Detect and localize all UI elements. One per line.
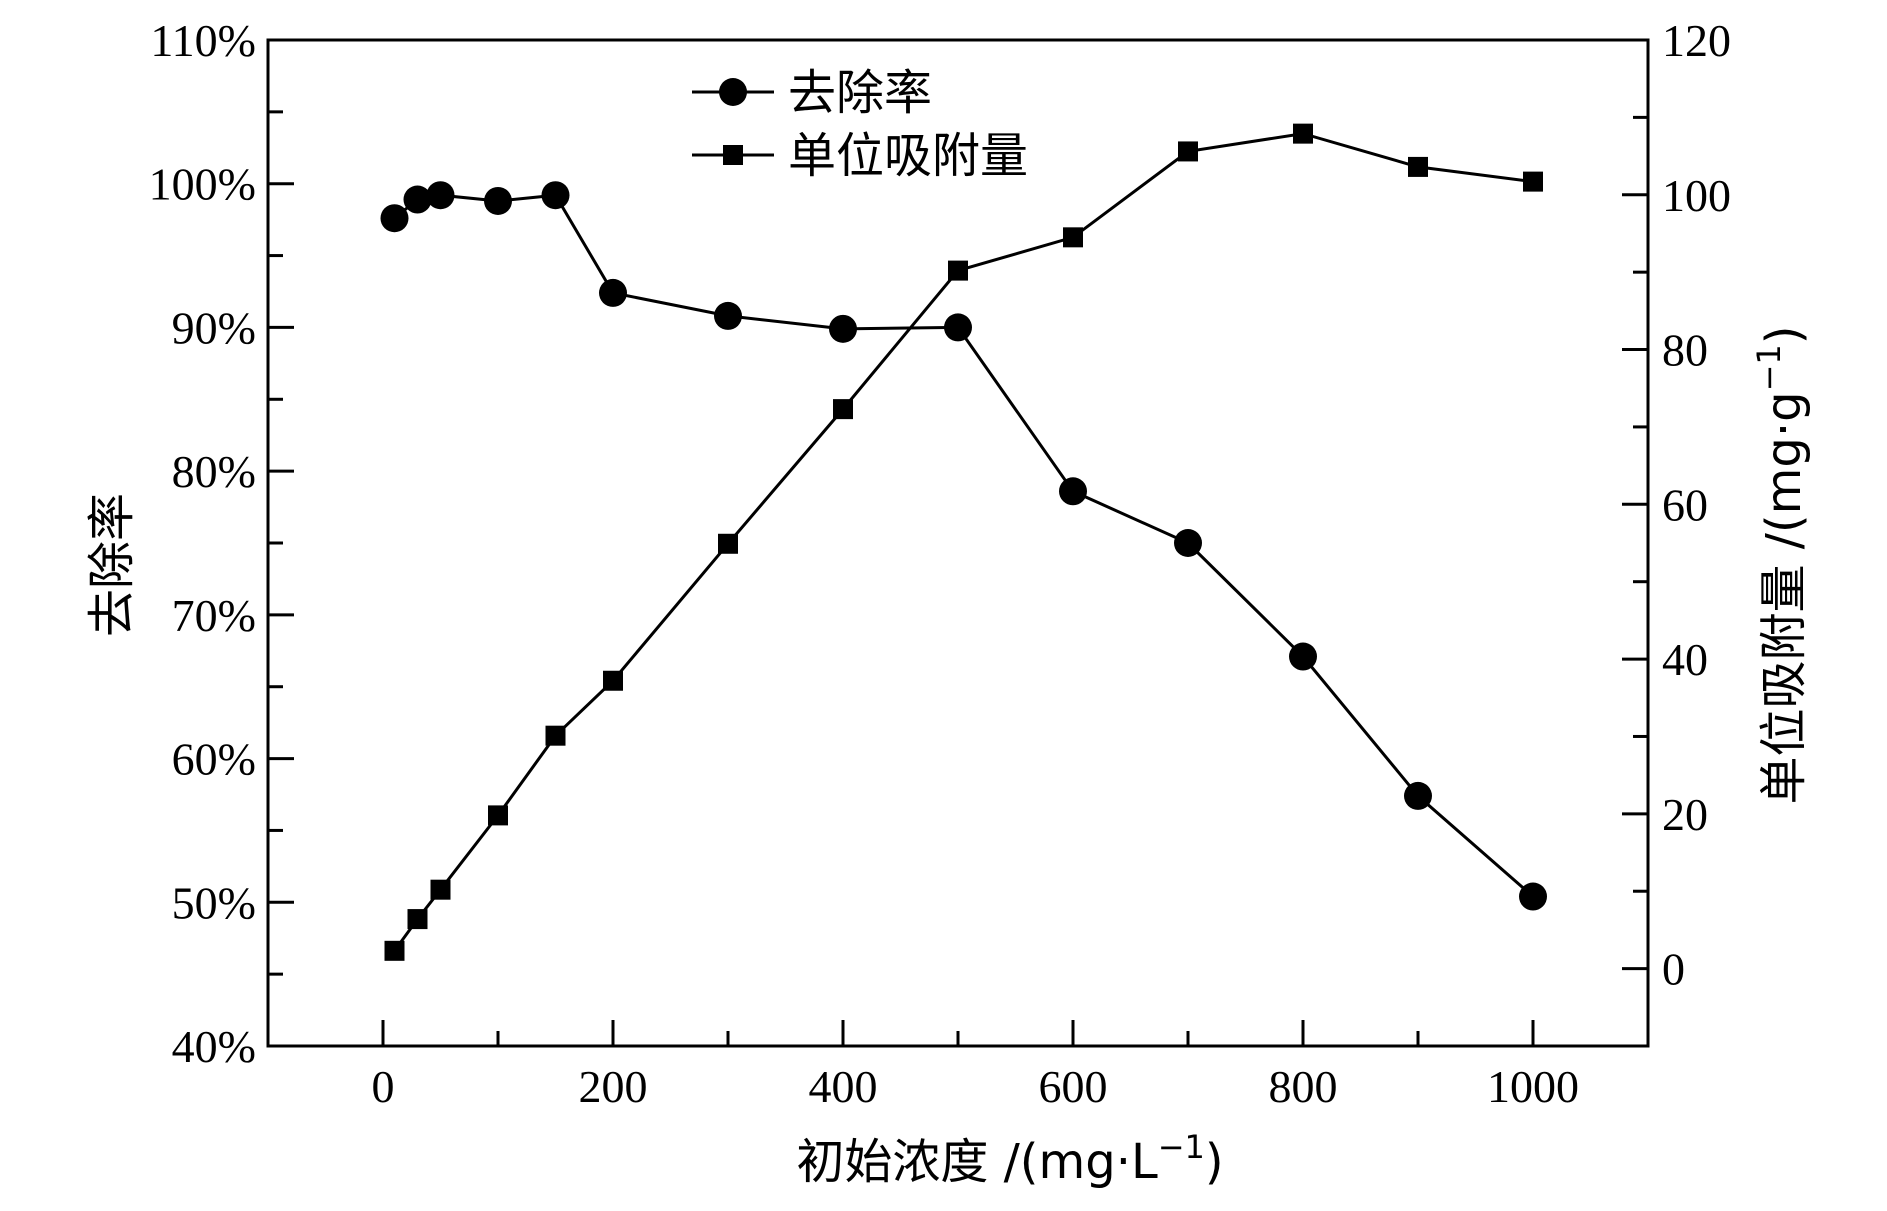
y-left-tick-label: 50% xyxy=(172,877,256,928)
x-axis-title: 初始浓度 /(mg·L−1) xyxy=(796,1128,1223,1190)
data-point-circle xyxy=(426,181,455,210)
legend-label-removal-rate: 去除率 xyxy=(788,65,932,121)
legend-marker-square xyxy=(723,145,743,165)
x-tick-label: 1000 xyxy=(1487,1061,1579,1112)
series-line xyxy=(393,193,1534,898)
data-point-circle xyxy=(1059,477,1087,506)
x-tick-label: 200 xyxy=(579,1061,648,1112)
data-point-square xyxy=(1178,141,1198,162)
right-axis: 0 20 40 60 80 100 120 xyxy=(1622,15,1731,1048)
plot-frame xyxy=(266,38,1650,1048)
data-point-square xyxy=(1523,171,1543,192)
data-point-circle xyxy=(1174,529,1202,557)
data-point-square xyxy=(1408,156,1428,177)
data-point-square xyxy=(1063,227,1083,248)
data-point-square xyxy=(718,533,738,554)
data-point-square xyxy=(430,879,451,900)
legend: 去除率 单位吸附量 xyxy=(692,65,1028,184)
x-axis: 0 200 400 600 800 1000 xyxy=(266,1020,1650,1112)
y-left-tick-label: 70% xyxy=(172,590,256,641)
plot-border xyxy=(266,38,1650,1048)
series-unit-adsorption xyxy=(384,123,1543,961)
y-left-tick-label: 110% xyxy=(150,15,256,66)
data-point-circle xyxy=(714,301,742,330)
data-point-square xyxy=(407,909,428,930)
legend-label-unit-adsorption: 单位吸附量 xyxy=(788,128,1028,184)
series-removal-rate xyxy=(380,181,1547,911)
legend-marker-circle xyxy=(719,78,747,106)
y-right-tick-label: 60 xyxy=(1662,479,1708,530)
y-right-axis-title-close: ) xyxy=(1756,325,1812,344)
data-point-square xyxy=(545,725,566,746)
data-point-circle xyxy=(829,314,857,343)
series-line xyxy=(393,132,1534,952)
x-tick-label: 400 xyxy=(809,1061,878,1112)
x-axis-title-superscript: −1 xyxy=(1158,1128,1205,1166)
data-point-square xyxy=(948,260,968,281)
data-point-circle xyxy=(1404,781,1432,810)
y-left-axis-title: 去除率 xyxy=(84,493,140,637)
legend-item-removal-rate: 去除率 xyxy=(692,65,932,121)
data-point-circle xyxy=(403,185,432,214)
y-left-tick-label: 90% xyxy=(172,302,256,353)
y-right-tick-label: 40 xyxy=(1662,634,1708,685)
y-right-axis-title: 单位吸附量 /(mg·g−1) xyxy=(1750,325,1812,804)
y-right-axis-title-superscript: −1 xyxy=(1750,344,1788,391)
legend-item-unit-adsorption: 单位吸附量 xyxy=(692,128,1028,184)
x-tick-label: 600 xyxy=(1039,1061,1108,1112)
data-point-circle xyxy=(1289,642,1317,671)
data-point-square xyxy=(384,940,405,961)
series-layer xyxy=(380,123,1547,961)
data-point-circle xyxy=(1519,882,1547,911)
data-point-circle xyxy=(380,204,409,233)
y-left-tick-label: 80% xyxy=(172,446,256,497)
data-point-square xyxy=(1293,123,1313,144)
data-point-circle xyxy=(599,278,627,307)
y-right-axis-title-text: 单位吸附量 /(mg·g xyxy=(1756,391,1812,804)
y-right-tick-label: 120 xyxy=(1662,15,1731,66)
x-axis-title-text: 初始浓度 /(mg·L xyxy=(796,1134,1158,1190)
data-point-square xyxy=(603,670,623,691)
y-right-tick-label: 100 xyxy=(1662,170,1731,221)
x-tick-label: 0 xyxy=(372,1061,395,1112)
y-left-tick-label: 60% xyxy=(172,734,256,785)
left-axis: 40% 50% 60% 70% 80% 90% 100% 110% xyxy=(149,15,294,1072)
x-tick-label: 800 xyxy=(1269,1061,1338,1112)
data-point-square xyxy=(833,399,853,420)
data-point-circle xyxy=(541,181,570,210)
x-axis-title-close: ) xyxy=(1205,1134,1224,1190)
data-point-circle xyxy=(484,186,512,215)
y-right-tick-label: 0 xyxy=(1662,944,1685,995)
y-left-tick-label: 100% xyxy=(149,159,256,210)
data-point-square xyxy=(488,805,508,826)
y-right-tick-label: 20 xyxy=(1662,789,1708,840)
data-point-circle xyxy=(944,313,972,342)
y-left-tick-label: 40% xyxy=(172,1021,256,1072)
y-right-tick-label: 80 xyxy=(1662,325,1708,376)
